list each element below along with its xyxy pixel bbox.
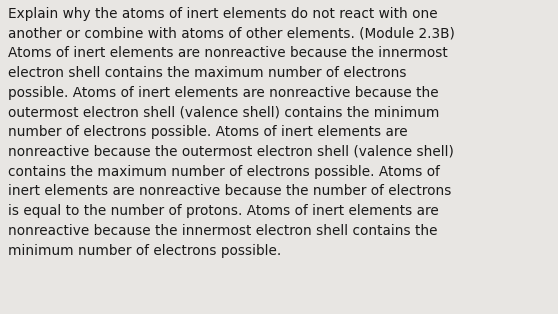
Text: Explain why the atoms of inert elements do not react with one
another or combine: Explain why the atoms of inert elements … (8, 7, 455, 257)
